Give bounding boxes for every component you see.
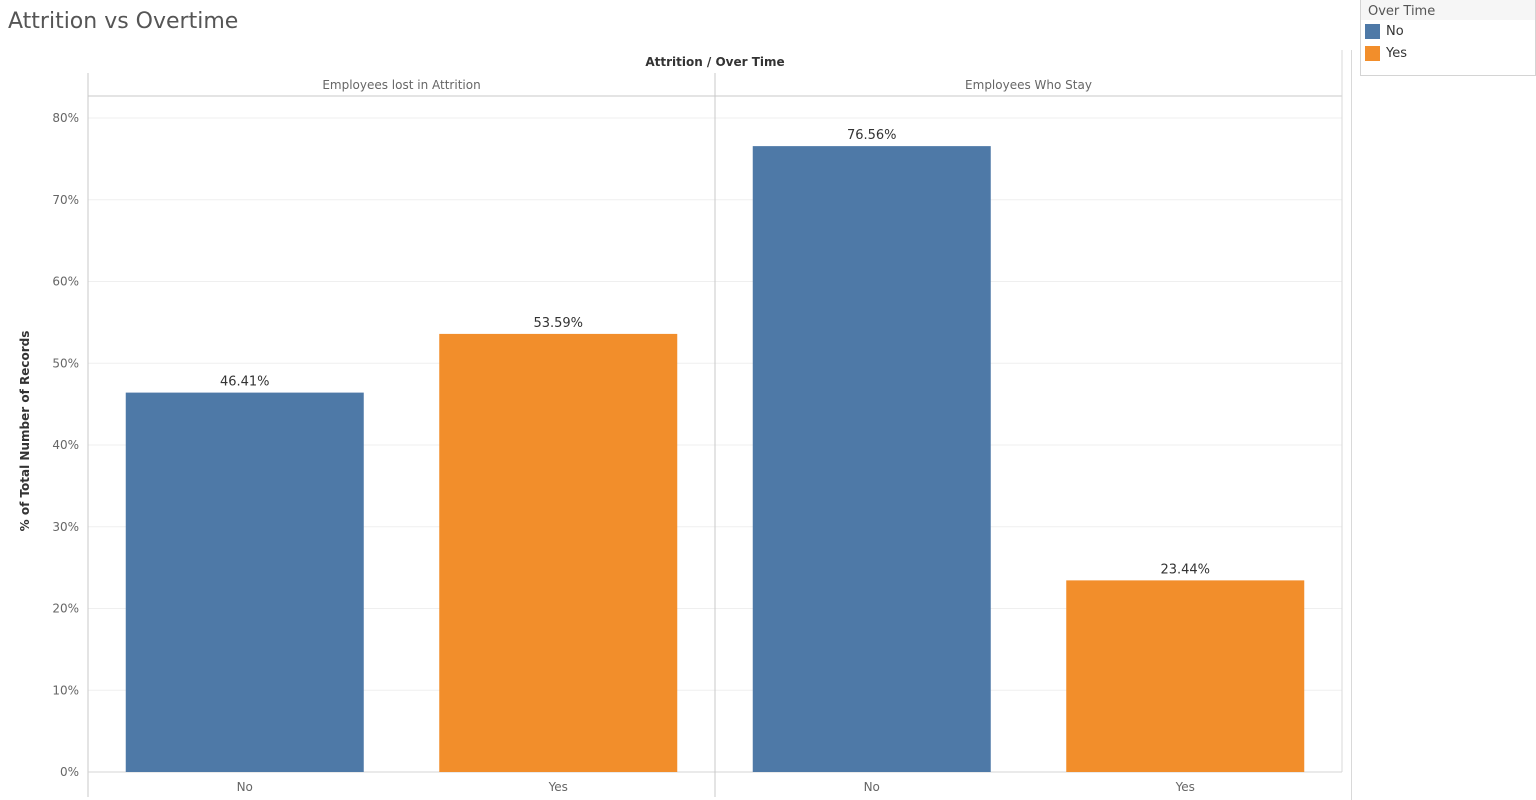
bar-employees-who-stay-yes (1066, 580, 1305, 772)
y-tick-label: 20% (52, 602, 79, 616)
y-tick-label: 40% (52, 438, 79, 452)
legend: Over Time No Yes (1360, 0, 1536, 76)
bar-employees-lost-in-attrition-no (125, 392, 364, 772)
y-tick-label: 10% (52, 683, 79, 697)
y-tick-label: 50% (52, 356, 79, 370)
y-axis-label: % of Total Number of Records (18, 331, 32, 532)
y-tick-label: 30% (52, 520, 79, 534)
x-tick-label: Yes (1175, 780, 1195, 794)
bar-employees-who-stay-no (752, 146, 991, 772)
y-tick-label: 0% (60, 765, 79, 779)
legend-separator (1351, 50, 1352, 800)
column-header: Attrition / Over Time (645, 55, 784, 69)
legend-title: Over Time (1361, 0, 1535, 20)
legend-swatch-yes (1365, 45, 1380, 61)
panel-header: Employees Who Stay (965, 78, 1092, 92)
data-label: 46.41% (220, 375, 270, 390)
legend-swatch-no (1365, 23, 1380, 39)
legend-label-no: No (1386, 23, 1404, 39)
data-label: 76.56% (847, 128, 897, 143)
y-tick-label: 60% (52, 275, 79, 289)
data-label: 23.44% (1160, 562, 1210, 577)
data-label: 53.59% (533, 316, 583, 331)
legend-label-yes: Yes (1386, 45, 1407, 61)
bar-employees-lost-in-attrition-yes (439, 333, 678, 772)
bar-chart: Attrition / Over Time 0% 10% 20% 30% 40% 50% 60… (18, 50, 1343, 797)
x-tick-label: No (237, 780, 253, 794)
y-tick-label: 70% (52, 193, 79, 207)
legend-item-no[interactable]: No (1361, 20, 1535, 42)
legend-item-yes[interactable]: Yes (1361, 42, 1535, 64)
y-tick-label: 80% (52, 111, 79, 125)
x-tick-label: Yes (548, 780, 568, 794)
chart-title: Attrition vs Overtime (8, 9, 239, 34)
panel-header: Employees lost in Attrition (322, 78, 480, 92)
x-tick-label: No (864, 780, 880, 794)
